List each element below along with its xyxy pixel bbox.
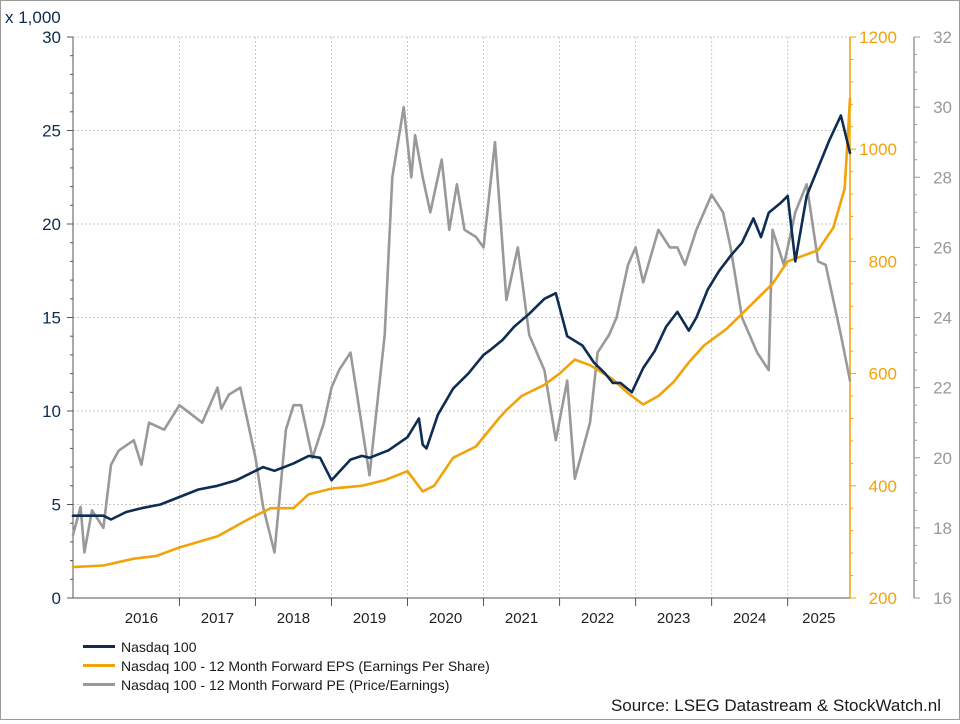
x-tick-label: 2021: [505, 610, 538, 627]
series-line-pe: [71, 105, 852, 554]
series-line-eps: [71, 97, 852, 569]
legend-item-ndx: Nasdaq 100: [83, 637, 490, 656]
legend-swatch-pe: [83, 683, 115, 686]
y-tick-label-left: 10: [42, 402, 61, 421]
y-tick-label-pe: 24: [933, 309, 952, 328]
legend: Nasdaq 100 Nasdaq 100 - 12 Month Forward…: [83, 637, 490, 694]
legend-label-pe: Nasdaq 100 - 12 Month Forward PE (Price/…: [121, 676, 450, 693]
y-tick-label-left: 20: [42, 215, 61, 234]
y-tick-label-pe: 22: [933, 379, 952, 398]
x-tick-label: 2020: [429, 610, 462, 627]
source-note: Source: LSEG Datastream & StockWatch.nl: [610, 696, 941, 715]
y-tick-label-pe: 26: [933, 238, 952, 257]
y-tick-label-eps: 800: [869, 252, 897, 271]
y-tick-label-pe: 30: [933, 98, 952, 117]
x-tick-label: 2017: [201, 610, 234, 627]
legend-label-eps: Nasdaq 100 - 12 Month Forward EPS (Earni…: [121, 657, 490, 674]
y-tick-label-pe: 28: [933, 168, 952, 187]
y-tick-label-left: 15: [42, 309, 61, 328]
y-tick-label-eps: 1000: [859, 140, 897, 159]
x-tick-label: 2023: [657, 610, 690, 627]
y-tick-label-eps: 200: [869, 589, 897, 608]
y-tick-label-left: 5: [52, 496, 61, 515]
y-tick-label-pe: 18: [933, 519, 952, 538]
y-tick-label-pe: 20: [933, 449, 952, 468]
x-tick-label: 2024: [733, 610, 766, 627]
y-tick-label-eps: 600: [869, 365, 897, 384]
x-tick-label: 2022: [581, 610, 614, 627]
legend-swatch-ndx: [83, 645, 115, 648]
x-tick-label: 2025: [802, 610, 835, 627]
y-tick-label-eps: 400: [869, 477, 897, 496]
legend-item-pe: Nasdaq 100 - 12 Month Forward PE (Price/…: [83, 675, 490, 694]
legend-item-eps: Nasdaq 100 - 12 Month Forward EPS (Earni…: [83, 656, 490, 675]
legend-swatch-eps: [83, 664, 115, 667]
y-tick-label-left: 30: [42, 28, 61, 47]
y-tick-label-eps: 1200: [859, 28, 897, 47]
x-tick-label: 2018: [277, 610, 310, 627]
series-line-ndx: [71, 114, 852, 521]
x-tick-label: 2019: [353, 610, 386, 627]
y-tick-label-pe: 32: [933, 28, 952, 47]
legend-label-ndx: Nasdaq 100: [121, 638, 197, 655]
y-axis-unit-label: x 1,000: [5, 8, 61, 27]
x-tick-label: 2016: [125, 610, 158, 627]
y-tick-label-left: 25: [42, 122, 61, 141]
y-tick-label-pe: 16: [933, 589, 952, 608]
y-tick-label-left: 0: [52, 589, 61, 608]
